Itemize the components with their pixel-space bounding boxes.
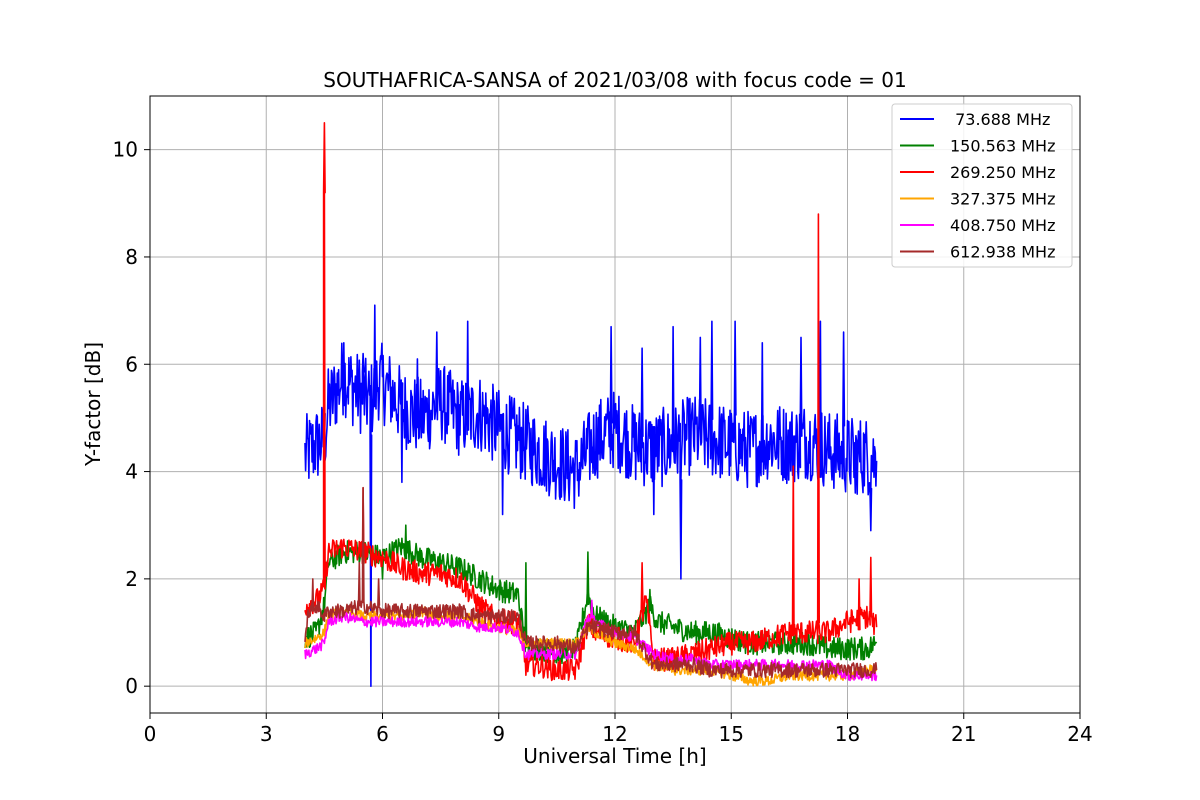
x-tick-label: 21 bbox=[951, 722, 976, 746]
legend-label: 327.375 MHz bbox=[950, 190, 1055, 209]
legend-label: 612.938 MHz bbox=[950, 243, 1055, 262]
y-tick-label: 2 bbox=[125, 567, 138, 591]
legend-label: 269.250 MHz bbox=[950, 163, 1055, 182]
series-line-5 bbox=[304, 486, 878, 679]
legend: 73.688 MHz 150.563 MHz 269.250 MHz 327.375 … bbox=[891, 103, 1073, 268]
y-tick-label: 6 bbox=[125, 352, 138, 376]
series-line-0 bbox=[304, 304, 878, 687]
x-tick-label: 24 bbox=[1067, 722, 1092, 746]
x-tick-label: 3 bbox=[260, 722, 273, 746]
legend-box bbox=[891, 103, 1073, 268]
x-tick-label: 0 bbox=[144, 722, 157, 746]
legend-label: 150.563 MHz bbox=[950, 137, 1055, 156]
y-tick-label: 8 bbox=[125, 245, 138, 269]
y-tick-label: 0 bbox=[125, 674, 138, 698]
y-tick-label: 4 bbox=[125, 460, 138, 484]
legend-label: 73.688 MHz bbox=[950, 110, 1050, 129]
series-line-4 bbox=[304, 599, 878, 682]
x-tick-label: 9 bbox=[492, 722, 505, 746]
series-lines bbox=[304, 122, 878, 687]
y-tick-label: 10 bbox=[113, 138, 138, 162]
x-tick-label: 6 bbox=[376, 722, 389, 746]
x-axis-title: Universal Time [h] bbox=[523, 744, 706, 768]
x-tick-label: 15 bbox=[719, 722, 744, 746]
x-tick-label: 18 bbox=[835, 722, 860, 746]
legend-label: 408.750 MHz bbox=[950, 216, 1055, 235]
y-axis-title: Y-factor [dB] bbox=[81, 342, 105, 467]
x-tick-label: 12 bbox=[602, 722, 627, 746]
chart-title: SOUTHAFRICA-SANSA of 2021/03/08 with foc… bbox=[323, 68, 907, 92]
